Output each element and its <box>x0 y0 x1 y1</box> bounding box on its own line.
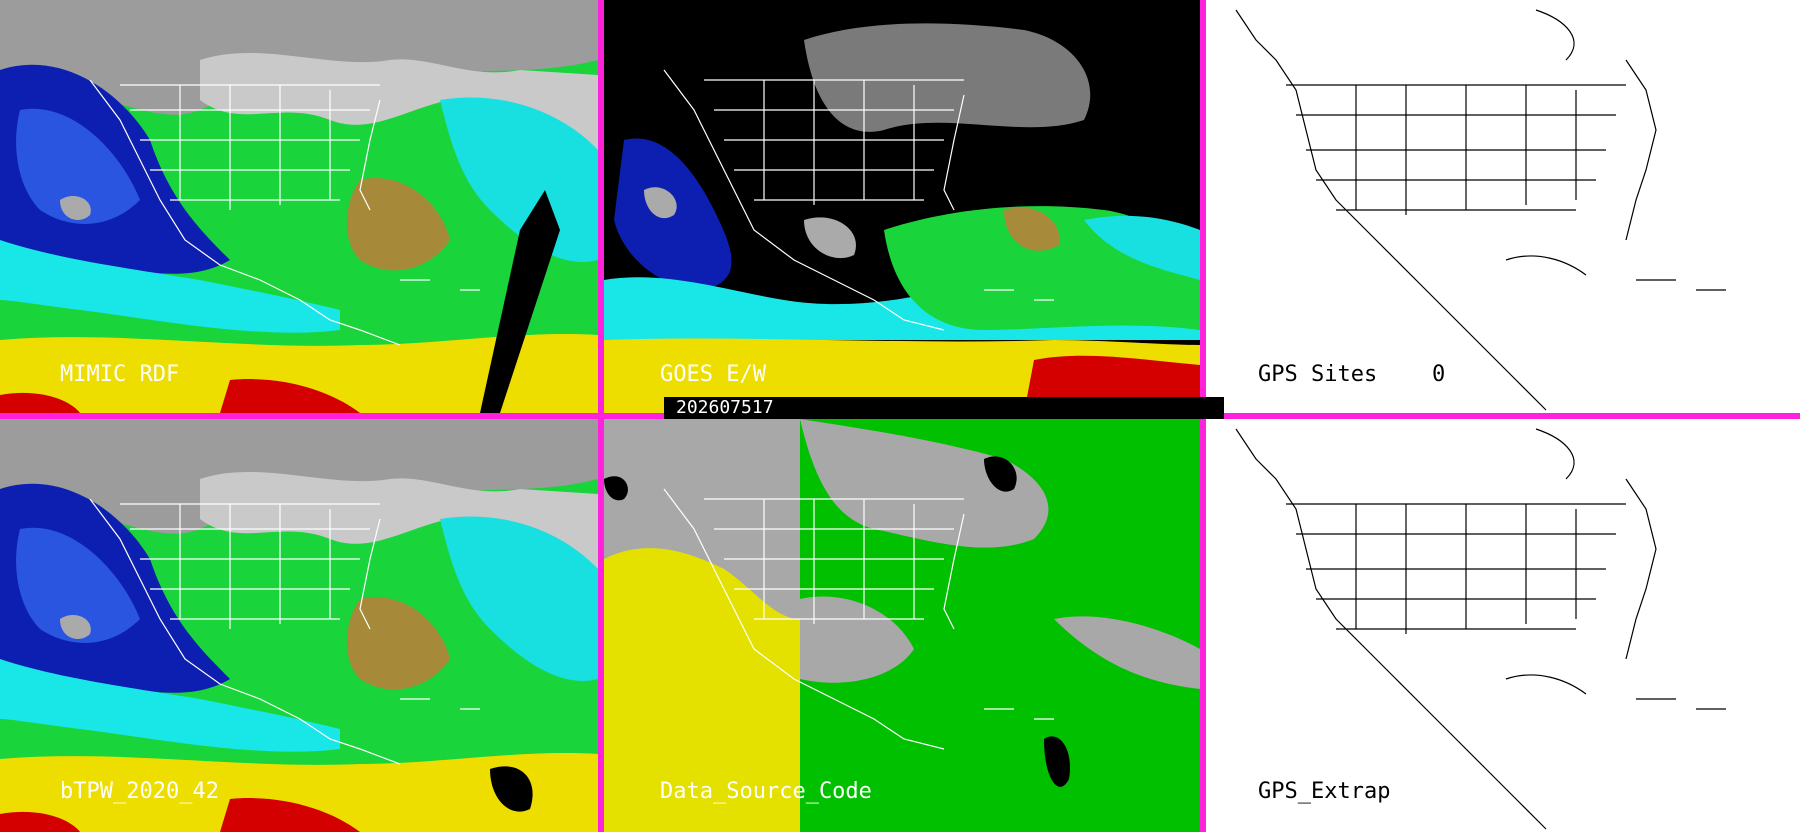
data-source-map-image <box>604 419 1200 832</box>
tpw-map-image-2 <box>0 419 598 832</box>
tpw-map-image <box>0 0 598 413</box>
map-panel-goes-ew: GOES E/W <box>604 0 1200 413</box>
goes-map-image <box>604 0 1200 413</box>
map-panel-gps-sites: GPS Sites 0 <box>1206 0 1800 413</box>
map-panel-btpw-2020-42: bTPW_2020_42 <box>0 419 598 832</box>
map-panel-gps-extrap: GPS_Extrap <box>1206 419 1800 832</box>
map-panel-data-source-code: Data_Source_Code <box>604 419 1200 832</box>
map-panel-mimic-rdf: MIMIC RDF <box>0 0 598 413</box>
outline-map-image <box>1235 9 1726 411</box>
timestamp-bar: 202607517 <box>664 397 1224 419</box>
outline-map-image-2 <box>1235 428 1726 830</box>
